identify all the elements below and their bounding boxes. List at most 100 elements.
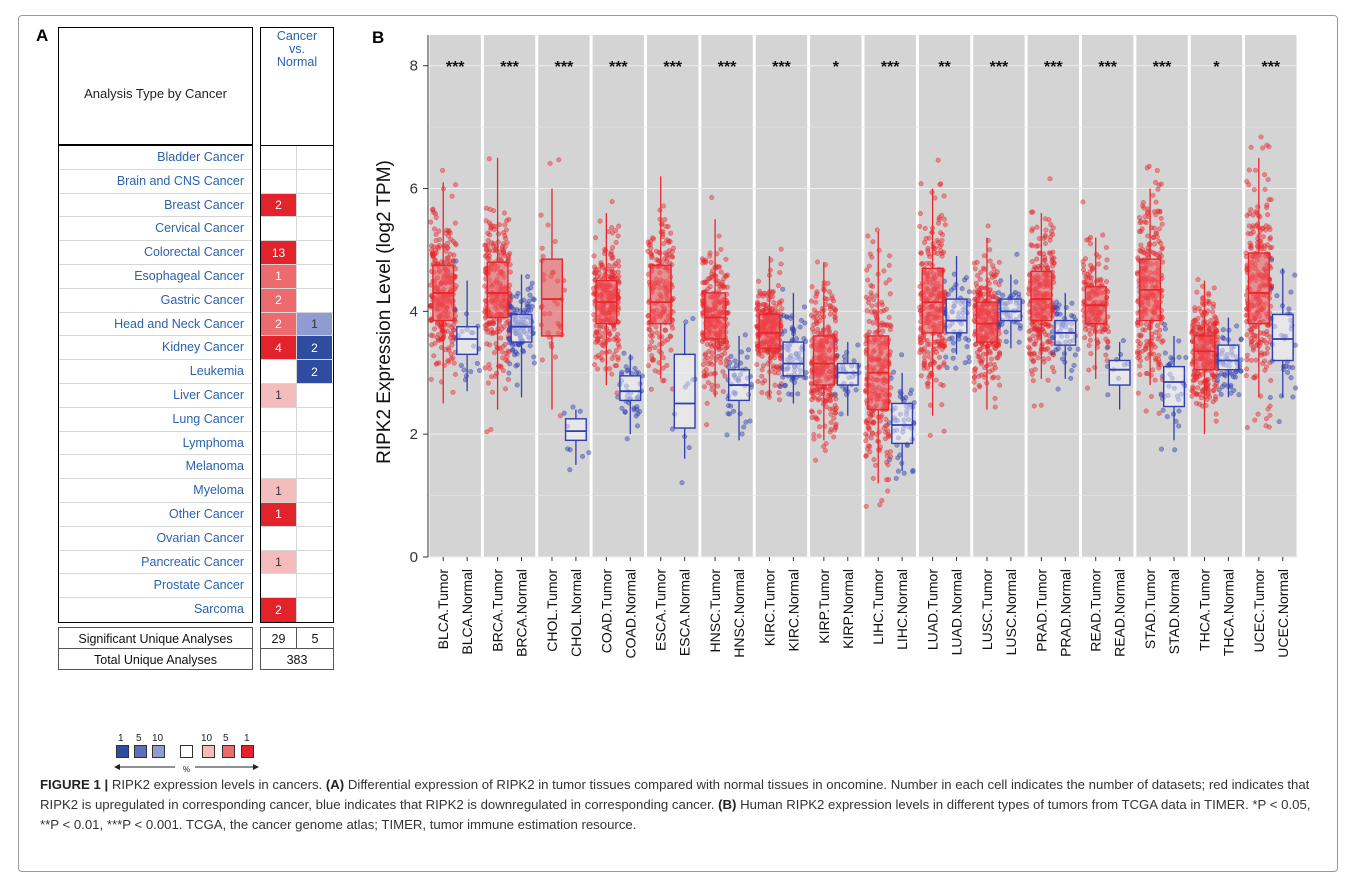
upregulated-cell[interactable]: 1 — [261, 383, 297, 407]
grid-row: 2 — [261, 193, 333, 218]
legend-swatch-red-light — [202, 745, 215, 758]
caption-title: RIPK2 expression levels in cancers. — [108, 777, 326, 792]
grid-row — [261, 217, 333, 242]
legend-swatch-red-strong — [241, 745, 254, 758]
caption-b-label: (B) — [718, 797, 737, 812]
legend-num: 1 — [118, 733, 124, 744]
significant-analyses-label: Significant Unique Analyses — [58, 627, 253, 649]
downregulated-cell[interactable]: 2 — [297, 360, 332, 383]
figure-frame — [18, 15, 1338, 872]
downregulated-cell — [297, 288, 332, 312]
caption-a-label: (A) — [325, 777, 345, 792]
downregulated-cell — [297, 550, 332, 574]
upregulated-cell[interactable]: 1 — [261, 502, 297, 526]
legend-num: 5 — [223, 733, 229, 744]
caption-b-text: Human RIPK2 expression levels in differe… — [40, 797, 1311, 832]
cancer-type-link[interactable]: Melanoma — [59, 455, 252, 480]
legend-swatch-red-medium — [222, 745, 235, 758]
upregulated-cell[interactable]: 13 — [261, 241, 297, 264]
grid-row — [261, 407, 333, 432]
grid-row: 1 — [261, 264, 333, 289]
downregulated-cell — [297, 217, 332, 241]
upregulated-cell[interactable]: 2 — [261, 598, 297, 622]
significant-up-count: 29 — [260, 627, 297, 649]
legend-swatch-blue-medium — [134, 745, 147, 758]
cancer-type-link[interactable]: Myeloma — [59, 479, 252, 503]
legend-num: 5 — [136, 733, 142, 744]
legend-swatch-neutral — [180, 745, 193, 758]
cancer-type-link[interactable]: Lung Cancer — [59, 408, 252, 432]
downregulated-cell[interactable]: 2 — [297, 336, 332, 360]
downregulated-cell — [297, 479, 332, 502]
cancer-type-link[interactable]: Breast Cancer — [59, 194, 252, 218]
legend-num: 1 — [244, 733, 250, 744]
legend-arrows — [114, 764, 259, 770]
cancer-type-link[interactable]: Ovarian Cancer — [59, 527, 252, 551]
upregulated-cell[interactable]: 2 — [261, 193, 297, 217]
grid-row — [261, 574, 333, 599]
grid-row: 2 — [261, 360, 333, 384]
grid-row — [261, 526, 333, 551]
cancer-type-link[interactable]: Esophageal Cancer — [59, 265, 252, 289]
grid-row: 1 — [261, 550, 333, 575]
cancer-type-link[interactable]: Kidney Cancer — [59, 336, 252, 361]
total-analyses-label: Total Unique Analyses — [58, 648, 253, 670]
caption-a-text: Differential expression of RIPK2 in tumo… — [40, 777, 1310, 812]
upregulated-cell — [261, 169, 297, 193]
downregulated-cell[interactable]: 1 — [297, 312, 332, 336]
legend-unit: % — [183, 765, 191, 774]
cancer-vs-normal-label[interactable]: Cancer vs. Normal — [276, 29, 318, 69]
upregulated-cell[interactable]: 2 — [261, 312, 297, 336]
figure-caption: FIGURE 1 | RIPK2 expression levels in ca… — [40, 775, 1330, 835]
cancer-type-link[interactable]: Leukemia — [59, 360, 252, 384]
cancer-vs-normal-grid: 2 13 1 2 2 1 4 2 2 1 1 1 1 2 — [260, 145, 334, 623]
cancer-type-link[interactable]: Lymphoma — [59, 432, 252, 456]
cancer-type-link[interactable]: Cervical Cancer — [59, 217, 252, 242]
grid-row: 2 — [261, 288, 333, 313]
legend-num: 10 — [201, 733, 213, 744]
grid-row — [261, 431, 333, 456]
legend-num: 10 — [152, 733, 164, 744]
cancer-type-link[interactable]: Pancreatic Cancer — [59, 551, 252, 575]
cancer-type-link[interactable]: Other Cancer — [59, 503, 252, 527]
grid-row: 1 — [261, 479, 333, 503]
legend-swatch-blue-strong — [116, 745, 129, 758]
grid-row: 13 — [261, 241, 333, 265]
upregulated-cell — [261, 360, 297, 383]
downregulated-cell — [297, 526, 332, 550]
upregulated-cell — [261, 431, 297, 455]
grid-row: 1 — [261, 383, 333, 408]
grid-row: 1 — [261, 502, 333, 527]
upregulated-cell[interactable]: 1 — [261, 550, 297, 574]
downregulated-cell — [297, 146, 332, 169]
upregulated-cell[interactable]: 1 — [261, 479, 297, 502]
cancer-type-link[interactable]: Gastric Cancer — [59, 289, 252, 313]
downregulated-cell — [297, 598, 332, 622]
downregulated-cell — [297, 193, 332, 217]
downregulated-cell — [297, 383, 332, 407]
downregulated-cell — [297, 264, 332, 288]
cancer-type-link[interactable]: Liver Cancer — [59, 384, 252, 408]
upregulated-cell[interactable]: 2 — [261, 288, 297, 312]
upregulated-cell — [261, 574, 297, 598]
analysis-type-title: Analysis Type by Cancer — [84, 86, 227, 101]
downregulated-cell — [297, 502, 332, 526]
upregulated-cell — [261, 217, 297, 241]
total-analyses-value: 383 — [260, 648, 334, 670]
upregulated-cell[interactable]: 4 — [261, 336, 297, 360]
downregulated-cell — [297, 574, 332, 598]
cancer-type-link[interactable]: Bladder Cancer — [59, 146, 252, 170]
upregulated-cell — [261, 455, 297, 479]
cancer-type-link[interactable]: Colorectal Cancer — [59, 241, 252, 265]
cancer-type-link[interactable]: Head and Neck Cancer — [59, 313, 252, 337]
cancer-type-link[interactable]: Prostate Cancer — [59, 574, 252, 599]
cancer-type-link[interactable]: Brain and CNS Cancer — [59, 170, 252, 194]
upregulated-cell[interactable]: 1 — [261, 264, 297, 288]
legend-swatch-blue-light — [152, 745, 165, 758]
downregulated-cell — [297, 455, 332, 479]
cancer-type-link[interactable]: Sarcoma — [193, 602, 244, 617]
cancer-type-list: Bladder Cancer Brain and CNS Cancer Breast… — [58, 145, 253, 623]
downregulated-cell — [297, 407, 332, 431]
